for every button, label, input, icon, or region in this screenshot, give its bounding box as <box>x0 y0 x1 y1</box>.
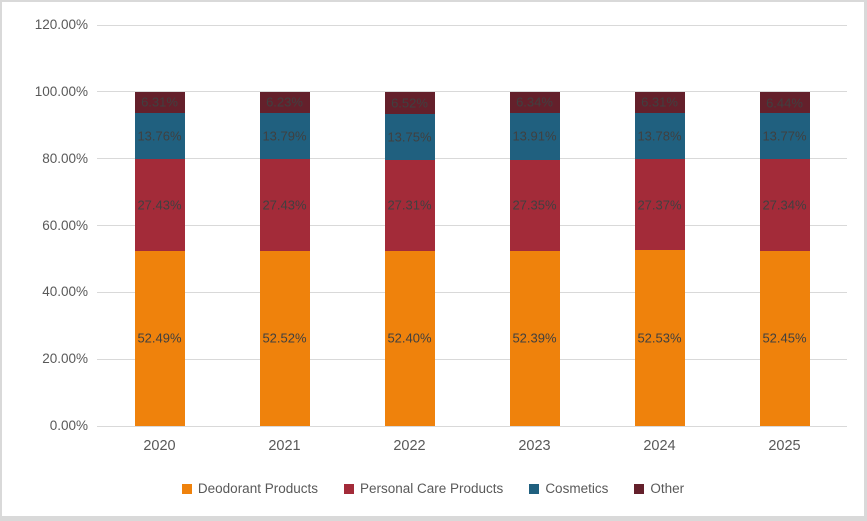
bar-segment[interactable]: 6.44% <box>759 91 810 114</box>
gridline <box>97 225 847 226</box>
y-axis-tick-label: 40.00% <box>42 284 88 300</box>
bar-segment[interactable]: 52.40% <box>384 250 435 426</box>
data-label: 27.43% <box>137 197 182 213</box>
bar-segment[interactable]: 13.78% <box>634 112 685 160</box>
data-label: 52.40% <box>387 330 432 346</box>
gridline <box>97 291 847 293</box>
gridline <box>97 24 847 26</box>
bar-slot: 52.52% 27.43% 13.79% 6.23% <box>222 25 347 426</box>
data-label: 13.79% <box>262 128 307 144</box>
legend-swatch-icon <box>529 483 540 494</box>
data-label: 13.78% <box>637 128 682 144</box>
data-label: 27.34% <box>762 197 807 213</box>
bar-slot: 52.39% 27.35% 13.91% 6.34% <box>472 25 597 426</box>
gridline <box>97 158 847 160</box>
bar-segment[interactable]: 27.43% <box>259 158 310 251</box>
data-label: 6.31% <box>641 94 678 110</box>
bar-segment[interactable]: 13.77% <box>759 113 810 160</box>
bar-segment[interactable]: 6.31% <box>134 91 185 113</box>
legend-label: Other <box>650 481 685 496</box>
bar-segment[interactable]: 27.31% <box>384 159 435 251</box>
bar-segment[interactable]: 6.52% <box>384 91 435 114</box>
stacked-bar-2021[interactable]: 52.52% 27.43% 13.79% 6.23% <box>259 91 310 426</box>
bar-segment[interactable]: 52.45% <box>759 250 810 426</box>
stacked-bar-2022[interactable]: 52.40% 27.31% 13.75% 6.52% <box>384 91 435 426</box>
x-axis-label: 2020 <box>143 438 176 454</box>
x-axis-label: 2023 <box>518 438 551 454</box>
bar-segment[interactable]: 13.75% <box>384 113 435 160</box>
bar-segment[interactable]: 27.35% <box>509 159 560 251</box>
stacked-bar-2023[interactable]: 52.39% 27.35% 13.91% 6.34% <box>509 91 560 426</box>
legend-swatch-icon <box>634 483 645 494</box>
bar-segment[interactable]: 6.23% <box>259 91 310 113</box>
stacked-bar-2020[interactable]: 52.49% 27.43% 13.76% 6.31% <box>134 91 185 426</box>
bar-segment[interactable]: 27.37% <box>634 159 685 251</box>
bar-slot: 52.49% 27.43% 13.76% 6.31% <box>97 25 222 426</box>
bar-segment[interactable]: 13.76% <box>134 112 185 159</box>
x-axis-label: 2025 <box>768 438 801 454</box>
gridline <box>97 358 847 360</box>
data-label: 13.76% <box>137 128 182 144</box>
legend-label: Cosmetics <box>545 481 609 496</box>
bar-segment[interactable]: 13.91% <box>509 113 560 160</box>
bar-segment[interactable]: 6.34% <box>509 91 560 114</box>
data-label: 27.43% <box>262 197 307 213</box>
gridline <box>97 425 847 427</box>
data-label: 52.45% <box>762 330 807 346</box>
data-label: 27.37% <box>637 197 682 213</box>
y-axis: 0.00% 20.00% 40.00% 60.00% 80.00% 100.00% 120.… <box>2 2 88 516</box>
legend-item[interactable]: Other <box>634 481 684 496</box>
bar-segment[interactable]: 27.43% <box>134 158 185 251</box>
y-axis-tick-label: 20.00% <box>42 351 88 367</box>
x-axis-label: 2022 <box>393 438 426 454</box>
bar-segment[interactable]: 52.52% <box>259 250 310 426</box>
bar-slot: 52.40% 27.31% 13.75% 6.52% <box>347 25 472 426</box>
legend-swatch-icon <box>181 483 192 494</box>
legend: Deodorant Products Personal Care Products… <box>2 481 864 496</box>
data-label: 52.39% <box>512 330 557 346</box>
stacked-bar-2024[interactable]: 52.53% 27.37% 13.78% 6.31% <box>634 91 685 426</box>
legend-item[interactable]: Personal Care Products <box>343 481 504 496</box>
legend-swatch-icon <box>343 483 354 494</box>
legend-label: Personal Care Products <box>359 481 504 496</box>
data-label: 6.23% <box>266 94 303 110</box>
data-label: 52.53% <box>637 330 682 346</box>
legend-label: Deodorant Products <box>197 481 318 496</box>
y-axis-tick-label: 0.00% <box>49 418 88 433</box>
data-label: 52.49% <box>137 330 182 346</box>
data-label: 27.31% <box>387 197 432 213</box>
data-label: 13.77% <box>762 128 807 144</box>
stacked-bar-2025[interactable]: 52.45% 27.34% 13.77% 6.44% <box>759 91 810 426</box>
data-label: 6.31% <box>141 94 178 110</box>
data-label: 6.44% <box>766 95 803 111</box>
data-label: 13.91% <box>512 128 557 144</box>
bar-segment[interactable]: 6.31% <box>634 91 685 113</box>
data-label: 6.34% <box>516 94 553 110</box>
x-axis: 2020 2021 2022 2023 2024 2025 <box>97 438 847 454</box>
data-label: 6.52% <box>391 95 428 111</box>
bars-row: 52.49% 27.43% 13.76% 6.31% 52.52% 27.43% 13.79… <box>97 25 847 426</box>
legend-item[interactable]: Cosmetics <box>529 481 608 496</box>
bar-slot: 52.45% 27.34% 13.77% 6.44% <box>722 25 847 426</box>
bar-slot: 52.53% 27.37% 13.78% 6.31% <box>597 25 722 426</box>
y-axis-tick-label: 120.00% <box>34 17 88 32</box>
x-axis-label: 2021 <box>268 438 301 454</box>
bar-segment[interactable]: 52.53% <box>634 250 685 426</box>
data-label: 27.35% <box>512 197 557 213</box>
bar-segment[interactable]: 52.49% <box>134 250 185 426</box>
y-axis-tick-label: 80.00% <box>42 150 88 166</box>
gridline <box>97 91 847 93</box>
bar-segment[interactable]: 52.39% <box>509 250 560 426</box>
y-axis-tick-label: 100.00% <box>34 83 88 99</box>
x-axis-label: 2024 <box>643 438 676 454</box>
bar-segment[interactable]: 13.79% <box>259 112 310 159</box>
legend-item[interactable]: Deodorant Products <box>181 481 318 496</box>
data-label: 52.52% <box>262 330 307 346</box>
y-axis-tick-label: 60.00% <box>42 217 88 233</box>
data-label: 13.75% <box>387 129 432 145</box>
bar-segment[interactable]: 27.34% <box>759 159 810 251</box>
plot-area: 52.49% 27.43% 13.76% 6.31% 52.52% 27.43% 13.79… <box>97 24 847 427</box>
